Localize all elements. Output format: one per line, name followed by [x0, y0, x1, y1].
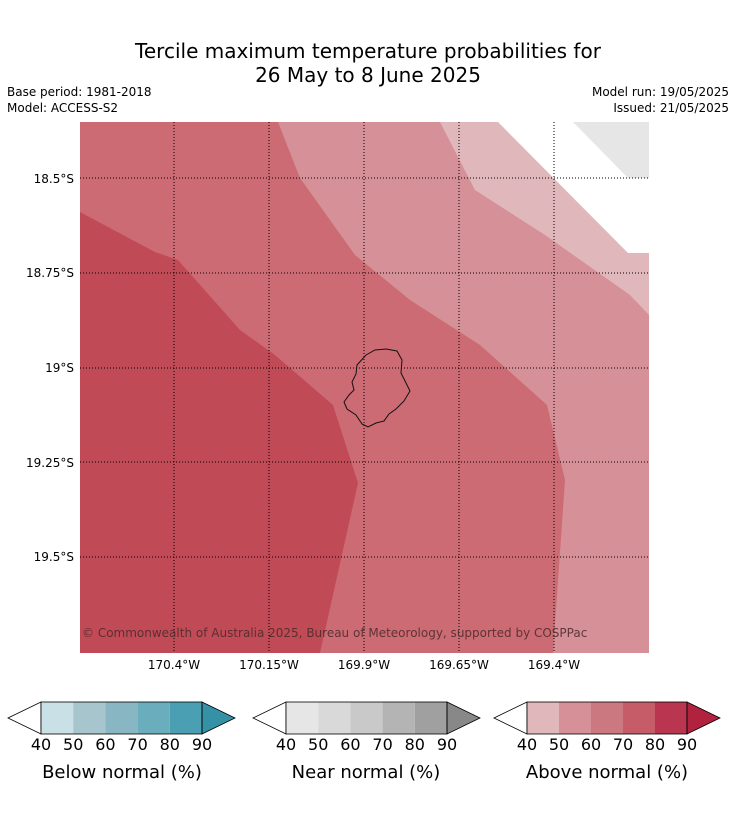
near-normal-colorbar-segment	[286, 702, 319, 734]
map-title-line2: 26 May to 8 June 2025	[255, 63, 481, 87]
near-normal-colorbar-tick: 50	[308, 735, 329, 754]
lon-label-169-9: 169.9°W	[337, 658, 391, 672]
near-normal-colorbar-tick: 70	[372, 735, 393, 754]
near-normal-colorbar-right-extend	[446, 701, 481, 735]
near-normal-colorbar-segment	[382, 702, 415, 734]
below-normal-colorbar-tick: 40	[30, 735, 52, 754]
below-normal-colorbar-frame	[40, 701, 203, 735]
model-text: Model: ACCESS-S2	[7, 101, 119, 115]
issued-text: Issued: 21/05/2025	[613, 101, 729, 115]
model-run-text: Model run: 19/05/2025	[591, 85, 729, 99]
below-normal-colorbar-tick: 50	[63, 735, 84, 754]
metadata-left: Base period: 1981-2018 Model: ACCESS-S2	[7, 84, 152, 116]
below-normal-colorbar-tick: 60	[95, 735, 116, 754]
above-normal-colorbar-tick: 90	[676, 735, 698, 754]
island-outline	[343, 348, 411, 428]
above-normal-colorbar-right-extend	[686, 701, 721, 735]
lat-label-19-5: 19.5°S	[33, 550, 74, 564]
lat-label-18-5: 18.5°S	[33, 172, 74, 186]
lon-label-170-15: 170.15°W	[239, 658, 299, 672]
near-normal-colorbar-segment	[350, 702, 383, 734]
below-normal-colorbar-segment	[105, 702, 138, 734]
lat-label-19: 19°S	[45, 361, 74, 375]
below-normal-colorbar-tick: 70	[127, 735, 148, 754]
above-normal-colorbar-segment	[559, 702, 591, 734]
lat-label-19-25: 19.25°S	[26, 456, 74, 470]
above-normal-colorbar-left-extend	[493, 701, 528, 735]
near-normal-colorbar-tick: 40	[275, 735, 297, 754]
near-normal-colorbar-title: Near normal (%)	[291, 762, 441, 783]
below-normal-colorbar-title: Below normal (%)	[42, 762, 202, 783]
above-normal-colorbar-tick: 60	[580, 735, 602, 754]
base-period-text: Base period: 1981-2018	[7, 85, 152, 99]
near-normal-colorbar-tick: 90	[436, 735, 458, 754]
below-normal-colorbar-segment	[73, 702, 106, 734]
near-normal-colorbar-frame	[285, 701, 448, 735]
above-80-region	[80, 212, 358, 653]
below-normal-colorbar-tick: 80	[159, 735, 180, 754]
graticule	[80, 122, 649, 653]
above-normal-colorbar-tick: 40	[516, 735, 538, 754]
below-normal-colorbar-right-extend	[201, 701, 236, 735]
below-normal-colorbar-segment	[169, 702, 202, 734]
near-normal-colorbar-segment	[318, 702, 351, 734]
near-normal-colorbar-left-extend	[252, 701, 287, 735]
above-normal-colorbar-segment	[527, 702, 559, 734]
metadata-right: Model run: 19/05/2025 Issued: 21/05/2025	[592, 84, 729, 116]
above-normal-colorbar-tick: 70	[612, 735, 634, 754]
below-normal-colorbar-left-extend	[7, 701, 42, 735]
map-title-line1: Tercile maximum temperature probabilitie…	[135, 39, 601, 63]
lat-label-18-75: 18.75°S	[26, 266, 74, 280]
map-area	[80, 122, 649, 653]
below-normal-colorbar-tick: 90	[191, 735, 213, 754]
near-normal-40-region	[573, 122, 649, 178]
colorbars	[7, 701, 721, 735]
above-60-region	[278, 122, 649, 653]
above-normal-colorbar-segment	[591, 702, 623, 734]
lon-label-170-4: 170.4°W	[147, 658, 201, 672]
near-normal-colorbar-segment	[414, 702, 447, 734]
above-normal-colorbar-frame	[526, 701, 688, 735]
above-normal-colorbar-tick: 80	[644, 735, 666, 754]
above-normal-colorbar-segment	[623, 702, 655, 734]
near-normal-colorbar-tick: 60	[340, 735, 361, 754]
near-normal-colorbar-tick: 80	[404, 735, 425, 754]
lon-label-169-65: 169.65°W	[429, 658, 489, 672]
below-normal-colorbar-segment	[137, 702, 170, 734]
lon-label-169-4: 169.4°W	[527, 658, 581, 672]
below-normal-colorbar-segment	[41, 702, 74, 734]
copyright-notice: © Commonwealth of Australia 2025, Bureau…	[82, 626, 588, 640]
above-normal-colorbar-segment	[655, 702, 687, 734]
above-normal-colorbar-tick: 50	[548, 735, 570, 754]
above-normal-colorbar-title: Above normal (%)	[525, 762, 689, 783]
